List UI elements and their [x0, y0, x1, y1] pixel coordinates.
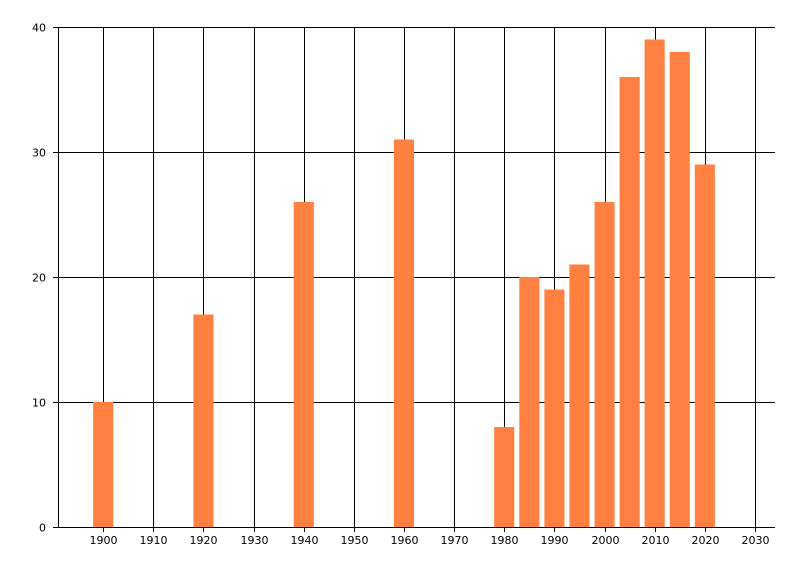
y-tick-label: 30 — [32, 147, 46, 160]
x-tick-label: 1910 — [140, 534, 168, 547]
bars — [93, 39, 715, 527]
bar-1920-1 — [193, 314, 214, 527]
x-tick-label: 2000 — [592, 534, 620, 547]
bar-2005-9 — [619, 77, 640, 527]
x-tick-label: 1970 — [441, 534, 469, 547]
x-tick-label: 1980 — [491, 534, 519, 547]
x-tick-label: 2010 — [642, 534, 670, 547]
x-tick-label: 1960 — [391, 534, 419, 547]
bar-2000-8 — [594, 202, 615, 527]
y-tick-label: 20 — [32, 272, 46, 285]
grid-lines — [58, 27, 775, 527]
y-tick-label: 0 — [39, 522, 46, 535]
y-tick-label: 40 — [32, 22, 46, 35]
x-tick-label: 2020 — [692, 534, 720, 547]
x-tick-label: 2030 — [742, 534, 770, 547]
x-tick-label: 1950 — [341, 534, 369, 547]
x-tick-label: 1940 — [291, 534, 319, 547]
bar-1900-0 — [93, 402, 114, 527]
x-tick-label: 1990 — [541, 534, 569, 547]
x-tick-label: 1930 — [241, 534, 269, 547]
bar-1995-7 — [569, 264, 590, 527]
tick-labels: 1900 1910 1920 1930 1940 1950 1960 1970 1980 1990… — [32, 22, 770, 548]
y-tick-label: 10 — [32, 397, 46, 410]
bar-1960-3 — [393, 139, 414, 527]
bar-2020-12 — [694, 164, 715, 527]
axes — [53, 27, 775, 532]
bar-1940-2 — [293, 202, 314, 527]
x-tick-label: 1920 — [190, 534, 218, 547]
bar-2010-10 — [644, 39, 665, 527]
bar-1990-6 — [544, 289, 565, 527]
bar-2015-11 — [669, 52, 690, 527]
bar-1980-4 — [494, 427, 515, 527]
bar-1985-5 — [519, 277, 540, 527]
x-tick-label: 1900 — [90, 534, 118, 547]
